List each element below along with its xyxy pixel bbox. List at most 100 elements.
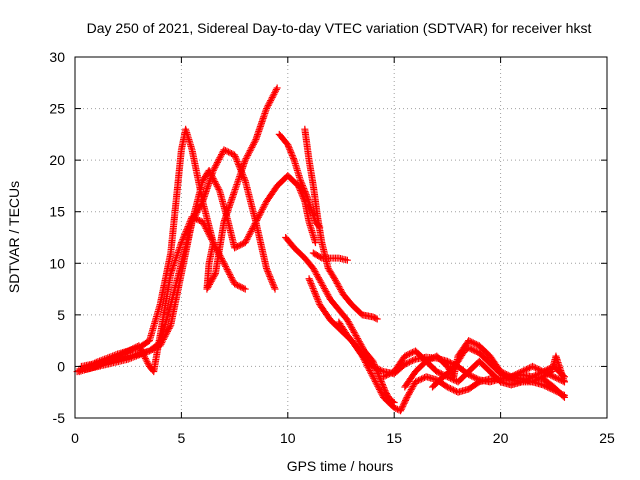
data-point-marker: [406, 387, 414, 395]
data-point-marker: [214, 184, 222, 192]
data-point-marker: [131, 353, 139, 361]
data-point-marker: [232, 154, 240, 162]
data-point-marker: [321, 286, 329, 294]
y-tick-label: 0: [57, 358, 65, 374]
data-point-marker: [243, 153, 251, 161]
data-point-marker: [541, 382, 549, 390]
data-point-marker: [227, 274, 235, 282]
data-point-marker: [266, 272, 274, 280]
data-point-marker: [433, 368, 441, 376]
x-tick-label: 15: [386, 430, 402, 446]
data-point-marker: [208, 173, 216, 181]
data-point-marker: [378, 367, 386, 375]
data-point-marker: [404, 392, 412, 400]
data-point-marker: [241, 175, 249, 183]
data-point-marker: [408, 357, 416, 365]
data-point-marker: [397, 407, 405, 415]
data-point-marker: [405, 390, 413, 398]
data-point-marker: [269, 280, 277, 288]
data-point-marker: [259, 204, 267, 212]
data-point-marker: [266, 98, 274, 106]
x-tick-label: 5: [178, 430, 186, 446]
data-point-marker: [232, 281, 240, 289]
data-point-marker: [401, 398, 409, 406]
data-point-marker: [443, 383, 451, 391]
data-point-marker: [266, 274, 274, 282]
data-point-marker: [260, 202, 268, 210]
data-point-marker: [114, 352, 122, 360]
data-point-marker: [242, 155, 250, 163]
data-point-marker: [263, 103, 271, 111]
data-point-marker: [181, 229, 189, 237]
data-point-marker: [314, 274, 322, 282]
data-point-marker: [311, 289, 319, 297]
data-point-marker: [196, 217, 204, 225]
data-point-marker: [212, 162, 220, 170]
data-point-marker: [343, 256, 351, 264]
data-point-marker: [249, 142, 257, 150]
data-point-marker: [298, 180, 306, 188]
data-point-marker: [336, 284, 344, 292]
data-point-marker: [446, 359, 454, 367]
data-point-marker: [407, 386, 415, 394]
data-point-marker: [465, 344, 473, 352]
data-point-marker: [244, 234, 252, 242]
data-point-marker: [550, 386, 558, 394]
data-point-marker: [267, 276, 275, 284]
data-point-marker: [553, 374, 561, 382]
data-point-marker: [256, 210, 264, 218]
data-point-marker: [166, 323, 174, 331]
data-point-marker: [250, 139, 258, 147]
chart-title: Day 250 of 2021, Sidereal Day-to-day VTE…: [87, 20, 592, 36]
data-point-marker: [313, 271, 321, 279]
data-point-marker: [367, 370, 375, 378]
data-point-marker: [317, 278, 325, 286]
data-point-marker: [246, 147, 254, 155]
data-point-marker: [136, 345, 144, 353]
data-point-marker: [211, 178, 219, 186]
data-point-marker: [354, 336, 362, 344]
data-point-marker: [202, 224, 210, 232]
data-point-marker: [245, 232, 253, 240]
data-point-marker: [547, 385, 555, 393]
data-point-marker: [135, 342, 143, 350]
data-point-marker: [545, 384, 553, 392]
data-point-marker: [348, 325, 356, 333]
data-point-marker: [533, 365, 541, 373]
data-point-marker: [139, 349, 147, 357]
data-point-marker: [226, 270, 234, 278]
data-point-marker: [235, 282, 243, 290]
data-point-marker: [529, 378, 537, 386]
data-point-marker: [216, 154, 224, 162]
data-point-marker: [469, 373, 477, 381]
data-point-marker: [408, 384, 416, 392]
data-point-marker: [380, 373, 388, 381]
data-point-marker: [264, 269, 272, 277]
data-point-marker: [149, 345, 157, 353]
data-point-marker: [313, 294, 321, 302]
data-point-marker: [200, 221, 208, 229]
data-point-marker: [220, 259, 228, 267]
data-point-marker: [390, 404, 398, 412]
data-point-marker: [324, 291, 332, 299]
data-point-marker: [258, 207, 266, 215]
data-point-marker: [159, 337, 167, 345]
data-point-marker: [130, 344, 138, 352]
data-point-marker: [211, 271, 219, 279]
data-point-marker: [320, 285, 328, 293]
data-point-marker: [284, 141, 292, 149]
data-point-marker: [402, 395, 410, 403]
data-point-marker: [143, 358, 151, 366]
data-point-marker: [405, 358, 413, 366]
data-point-marker: [559, 391, 567, 399]
data-point-marker: [378, 390, 386, 398]
data-point-marker: [366, 366, 374, 374]
data-point-marker: [415, 376, 423, 384]
data-point-marker: [147, 346, 155, 354]
data-point-marker: [265, 271, 273, 279]
data-point-marker: [261, 201, 269, 209]
data-point-marker: [424, 357, 432, 365]
data-point-marker: [141, 354, 149, 362]
data-point-marker: [532, 364, 540, 372]
data-point-marker: [153, 343, 161, 351]
